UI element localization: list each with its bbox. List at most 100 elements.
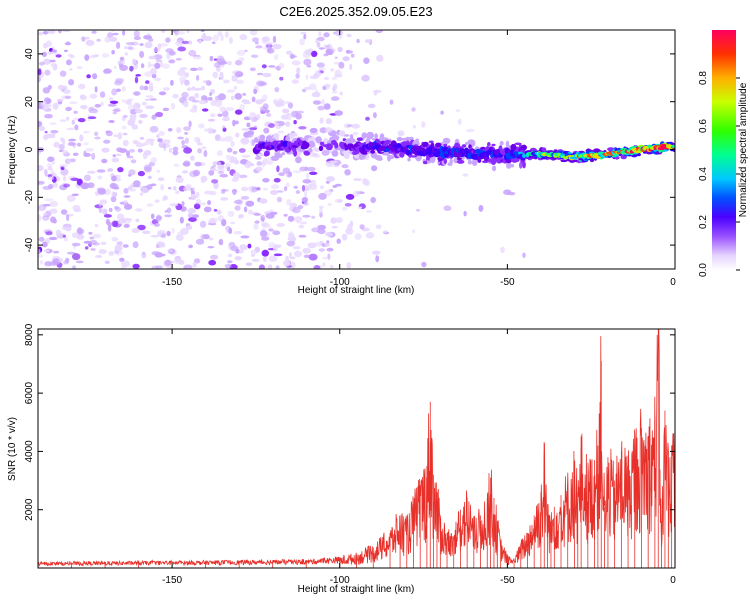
- heatmap-cell: [231, 76, 238, 82]
- heatmap-cell: [293, 120, 297, 125]
- heatmap-cell: [112, 111, 118, 115]
- heatmap-cell: [220, 197, 229, 201]
- heatmap-cell: [269, 209, 274, 213]
- heatmap-cell: [47, 166, 53, 171]
- heatmap-cell: [141, 254, 146, 259]
- heatmap-cell: [250, 249, 258, 255]
- heatmap-cell: [59, 164, 68, 168]
- heatmap-cell: [287, 102, 294, 109]
- heatmap-cell: [216, 150, 223, 157]
- heatmap-cell: [105, 218, 110, 225]
- colorbar-gradient: [712, 30, 736, 270]
- heatmap-cell: [306, 64, 312, 68]
- heatmap-cell: [241, 128, 251, 131]
- heatmap-cell: [58, 144, 65, 150]
- heatmap-cell: [241, 99, 250, 104]
- heatmap-cell: [261, 236, 270, 241]
- heatmap-cell: [103, 139, 111, 144]
- heatmap-x-ticks: -150 -100 -50 0: [162, 30, 676, 288]
- heatmap-cell: [162, 139, 171, 145]
- heatmap-cell: [487, 142, 491, 147]
- heatmap-cell: [272, 230, 281, 236]
- heatmap-cell: [241, 154, 251, 158]
- heatmap-cell: [213, 58, 218, 61]
- heatmap-cell: [52, 182, 58, 188]
- heatmap-cell: [227, 253, 233, 258]
- heatmap-cell: [319, 117, 324, 124]
- heatmap-cell: [230, 221, 236, 225]
- heatmap-cell: [85, 148, 94, 152]
- heatmap-cell: [179, 67, 188, 71]
- heatmap-cell: [349, 220, 353, 228]
- heatmap-cell: [50, 216, 56, 223]
- heatmap-cell: [190, 67, 198, 71]
- heatmap-cell: [80, 182, 90, 190]
- heatmap-cell: [250, 54, 259, 58]
- heatmap-cell: [317, 105, 326, 111]
- heatmap-cell: [117, 167, 124, 173]
- colorbar-tick-label: 0.0: [698, 263, 709, 277]
- heatmap-cell: [157, 43, 162, 50]
- heatmap-cell: [283, 213, 288, 217]
- heatmap-cell: [346, 49, 350, 54]
- heatmap-y-tick-label: 0: [24, 146, 35, 152]
- heatmap-cell: [123, 187, 129, 194]
- heatmap-cell: [84, 54, 90, 61]
- heatmap-cell: [155, 111, 164, 118]
- heatmap-cell: [134, 208, 143, 212]
- heatmap-cell: [251, 96, 256, 103]
- heatmap-cell: [323, 32, 330, 38]
- heatmap-cell: [443, 205, 452, 211]
- heatmap-cell: [253, 88, 258, 95]
- heatmap-cell: [506, 162, 512, 169]
- heatmap-cell: [430, 142, 435, 147]
- heatmap-cell: [188, 96, 196, 102]
- heatmap-cell: [298, 224, 305, 229]
- colorbar-tick-label: 0.2: [698, 215, 709, 229]
- heatmap-cell: [65, 257, 70, 263]
- heatmap-cell: [505, 140, 510, 148]
- heatmap-cell: [475, 148, 482, 154]
- heatmap-cell: [303, 190, 308, 198]
- heatmap-cell: [253, 213, 261, 216]
- heatmap-cell: [295, 110, 304, 114]
- heatmap-cell: [440, 110, 444, 115]
- heatmap-cell: [53, 250, 60, 254]
- heatmap-cell: [411, 107, 416, 112]
- heatmap-cell: [279, 76, 284, 81]
- heatmap-cell: [63, 183, 71, 188]
- heatmap-cell: [449, 158, 453, 165]
- heatmap-cell: [96, 38, 101, 42]
- heatmap-cell: [100, 101, 104, 107]
- heatmap-cell: [173, 163, 180, 167]
- heatmap-cell: [366, 210, 372, 213]
- heatmap-cell: [132, 91, 141, 96]
- heatmap-cell: [94, 131, 99, 136]
- heatmap-cell: [121, 125, 127, 130]
- heatmap-cell: [111, 236, 119, 242]
- heatmap-cell: [75, 260, 84, 264]
- heatmap-cell: [111, 157, 120, 163]
- heatmap-cell: [519, 161, 523, 169]
- heatmap-cell: [193, 87, 203, 91]
- heatmap-cell: [324, 243, 328, 248]
- heatmap-cell: [38, 31, 43, 36]
- heatmap-cell: [126, 150, 130, 157]
- heatmap-cell: [144, 71, 153, 78]
- heatmap-cell: [94, 86, 98, 93]
- heatmap-cell: [467, 160, 473, 165]
- heatmap-cell: [361, 132, 368, 139]
- heatmap-cell: [201, 146, 207, 150]
- heatmap-cell: [139, 50, 145, 59]
- heatmap-cell: [170, 102, 176, 110]
- heatmap-cell: [38, 61, 45, 66]
- heatmap-cell: [319, 211, 323, 218]
- heatmap-cell: [52, 63, 58, 71]
- heatmap-cell: [217, 137, 227, 142]
- heatmap-cell: [314, 88, 318, 96]
- heatmap-cell: [197, 142, 203, 146]
- heatmap-cell: [95, 255, 103, 258]
- heatmap-cell: [177, 46, 186, 52]
- heatmap-cell: [44, 113, 53, 119]
- heatmap-cell: [111, 50, 115, 55]
